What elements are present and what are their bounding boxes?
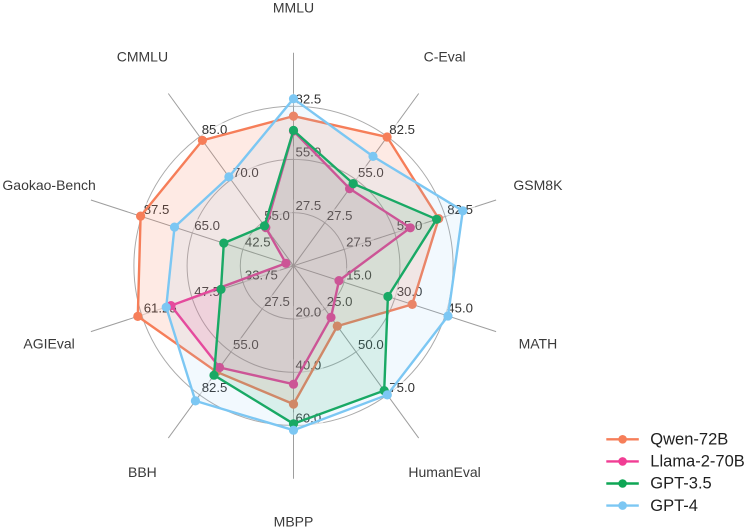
svg-text:MATH: MATH [519,336,558,352]
svg-text:Gaokao-Bench: Gaokao-Bench [2,177,95,193]
svg-text:BBH: BBH [128,464,157,480]
svg-text:GSM8K: GSM8K [513,177,563,193]
svg-text:55.0: 55.0 [358,165,384,180]
svg-text:C-Eval: C-Eval [424,48,466,64]
svg-text:GPT-4: GPT-4 [650,497,698,515]
svg-text:GPT-3.5: GPT-3.5 [650,475,711,493]
svg-text:20.0: 20.0 [296,304,322,319]
svg-text:AGIEval: AGIEval [23,336,74,352]
svg-text:65.0: 65.0 [194,218,220,233]
svg-text:Qwen-72B: Qwen-72B [650,431,728,449]
svg-text:42.5: 42.5 [245,235,271,250]
svg-text:33.75: 33.75 [245,268,278,283]
svg-text:Llama-2-70B: Llama-2-70B [650,453,744,471]
svg-text:CMMLU: CMMLU [117,48,168,64]
svg-text:55.0: 55.0 [233,337,259,352]
svg-text:MBPP: MBPP [274,513,314,529]
svg-text:27.5: 27.5 [296,198,322,213]
svg-text:27.5: 27.5 [327,208,353,223]
svg-text:45.0: 45.0 [447,300,473,315]
svg-text:27.5: 27.5 [346,235,372,250]
svg-text:HumanEval: HumanEval [408,464,480,480]
svg-text:27.5: 27.5 [264,294,290,309]
svg-text:MMLU: MMLU [273,0,314,15]
svg-text:82.5: 82.5 [202,380,228,395]
svg-text:85.0: 85.0 [202,122,228,137]
svg-text:50.0: 50.0 [358,337,384,352]
svg-text:70.0: 70.0 [233,165,259,180]
svg-text:82.5: 82.5 [389,122,415,137]
svg-text:82.5: 82.5 [296,92,322,107]
